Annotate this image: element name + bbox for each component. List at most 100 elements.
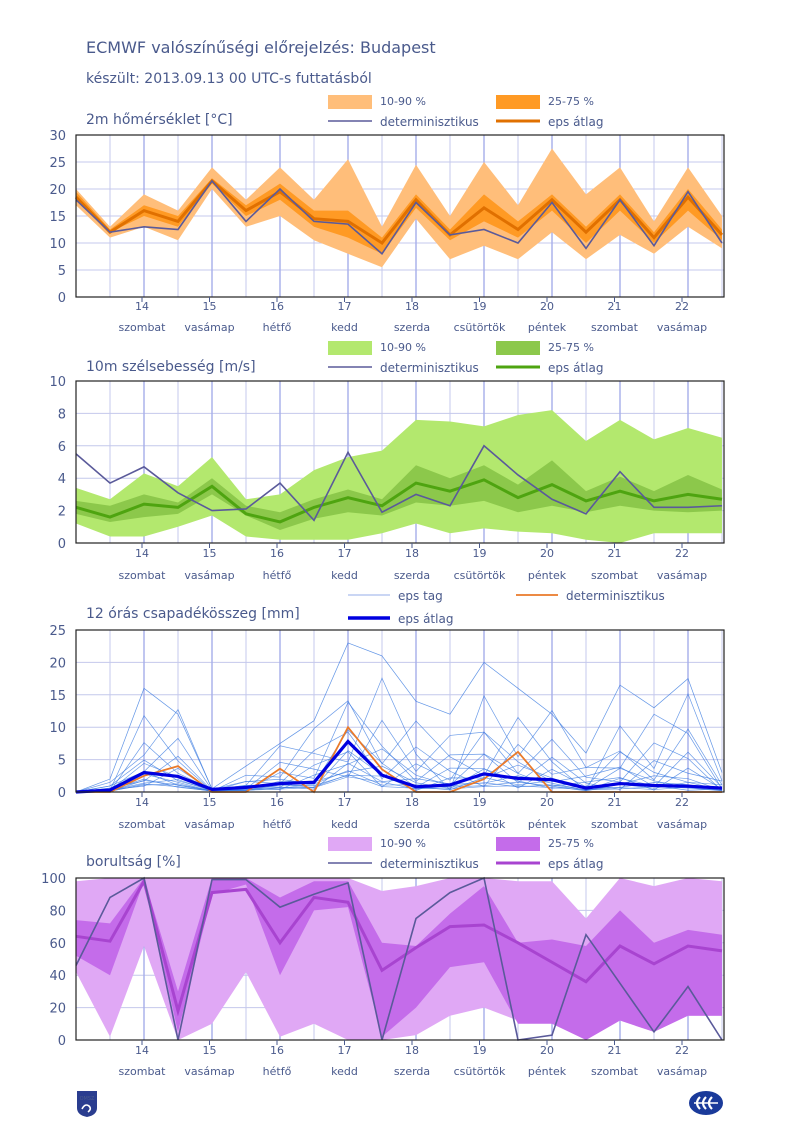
x-day-label: csütörtök (454, 321, 506, 334)
x-tick-label: 20 (540, 547, 554, 560)
chart-panel-2 (75, 341, 725, 548)
legend-label: eps átlag (398, 612, 453, 626)
legend-swatch (328, 341, 372, 355)
x-tick-label: 22 (675, 300, 689, 313)
x-tick-label: 21 (608, 796, 622, 809)
x-day-label: csütörtök (454, 569, 506, 582)
y-tick-label: 0 (58, 1034, 66, 1049)
eps-member-line (75, 728, 723, 793)
chart-panel-3 (75, 594, 725, 797)
eps-member-line (75, 692, 723, 793)
x-tick-label: 16 (270, 300, 284, 313)
eps-member-line (75, 642, 723, 793)
x-day-label: szerda (394, 818, 430, 831)
y-tick-label: 25 (49, 156, 66, 171)
x-day-label: vasámap (184, 818, 234, 831)
plot-frame (75, 877, 725, 1041)
eps-member-line (75, 774, 723, 793)
page-subtitle: készült: 2013.09.13 00 UTC-s futtatásból (86, 71, 372, 87)
legend-label: 10-90 % (380, 95, 426, 108)
legend-label: determinisztikus (380, 361, 479, 375)
eps-mean-line (75, 877, 723, 1017)
x-day-label: hétfő (263, 818, 292, 831)
x-day-label: vasámap (657, 1065, 707, 1078)
eps-member-line (75, 729, 723, 793)
y-tick-label: 0 (58, 537, 66, 552)
y-tick-label: 5 (58, 264, 66, 279)
x-day-label: vasámap (184, 569, 234, 582)
x-tick-label: 16 (270, 547, 284, 560)
legend-label: eps átlag (548, 857, 603, 871)
band-10-90 (76, 148, 722, 268)
x-tick-label: 18 (405, 1044, 419, 1057)
legend-label: determinisztikus (380, 115, 479, 129)
x-tick-label: 17 (338, 547, 352, 560)
deterministic-line (75, 444, 723, 522)
legend-label: 25-75 % (548, 341, 594, 354)
svg-text:OMSZ: OMSZ (80, 1096, 95, 1102)
x-tick-label: 18 (405, 547, 419, 560)
x-tick-label: 20 (540, 1044, 554, 1057)
panel-title: 12 órás csapadékösszeg [mm] (86, 606, 300, 622)
x-day-label: hétfő (263, 569, 292, 582)
x-tick-label: 14 (135, 547, 149, 560)
x-day-label: szombat (119, 321, 167, 334)
x-tick-label: 15 (203, 1044, 217, 1057)
x-day-label: csütörtök (454, 818, 506, 831)
x-tick-label: 15 (203, 547, 217, 560)
y-tick-label: 8 (58, 407, 66, 422)
x-day-label: szombat (119, 1065, 167, 1078)
x-tick-label: 22 (675, 547, 689, 560)
x-day-label: péntek (528, 818, 567, 831)
x-tick-label: 15 (203, 796, 217, 809)
x-tick-label: 19 (473, 1044, 487, 1057)
x-day-label: hétfő (263, 1065, 292, 1078)
y-tick-label: 10 (49, 721, 66, 736)
x-day-label: szombat (591, 569, 639, 582)
legend-label: determinisztikus (380, 857, 479, 871)
plot-frame (75, 134, 725, 298)
y-tick-label: 10 (49, 375, 66, 390)
omsz-logo: OMSZ (77, 1091, 97, 1117)
y-tick-label: 10 (49, 237, 66, 252)
legend-label: 25-75 % (548, 837, 594, 850)
x-day-label: kedd (331, 321, 358, 334)
x-tick-label: 19 (473, 547, 487, 560)
x-day-label: szombat (119, 818, 167, 831)
legend-swatch (496, 341, 540, 355)
x-tick-label: 14 (135, 1044, 149, 1057)
legend-label: determinisztikus (566, 589, 665, 603)
eps-member-line (75, 677, 723, 793)
x-day-label: szombat (591, 818, 639, 831)
y-tick-label: 40 (49, 969, 66, 984)
y-tick-label: 4 (58, 472, 66, 487)
x-day-label: szerda (394, 1065, 430, 1078)
y-tick-label: 15 (49, 210, 66, 225)
x-day-label: kedd (331, 818, 358, 831)
band-25-75 (76, 178, 722, 254)
x-tick-label: 17 (338, 796, 352, 809)
x-day-label: hétfő (263, 321, 292, 334)
y-tick-label: 0 (58, 786, 66, 801)
eps-mean-line (74, 178, 724, 245)
x-day-label: vasámap (184, 321, 234, 334)
x-day-label: kedd (331, 1065, 358, 1078)
x-day-label: vasámap (184, 1065, 234, 1078)
page-title: ECMWF valószínűségi előrejelzés: Budapes… (86, 38, 436, 57)
y-tick-label: 30 (49, 129, 66, 144)
legend-label: 10-90 % (380, 341, 426, 354)
x-day-label: szombat (591, 1065, 639, 1078)
legend-label: eps tag (398, 589, 443, 603)
eps-member-line (75, 719, 723, 793)
chart-panel-1 (74, 95, 725, 302)
x-tick-label: 19 (473, 796, 487, 809)
x-day-label: csütörtök (454, 1065, 506, 1078)
x-tick-label: 22 (675, 796, 689, 809)
x-tick-label: 14 (135, 300, 149, 313)
panel-title: 10m szélsebesség [m/s] (86, 359, 256, 375)
x-tick-label: 17 (338, 1044, 352, 1057)
ecmwf-logo (689, 1091, 723, 1115)
x-tick-label: 22 (675, 1044, 689, 1057)
x-tick-label: 21 (608, 1044, 622, 1057)
x-day-label: szombat (119, 569, 167, 582)
